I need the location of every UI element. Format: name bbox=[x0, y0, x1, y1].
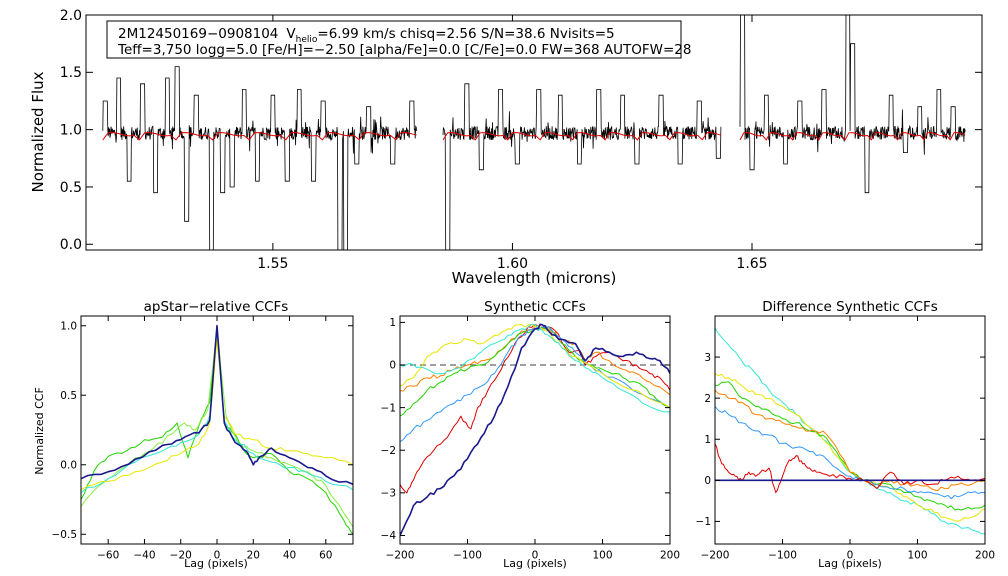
synthetic-ccf-series-yellow bbox=[400, 324, 670, 409]
spectrum-plot-area bbox=[102, 15, 966, 250]
difference-ccf-x-tick-label: −200 bbox=[701, 550, 730, 562]
spectrum-x-tick-label: 1.60 bbox=[497, 256, 528, 272]
spectrum-y-tick-label: 1.0 bbox=[60, 123, 82, 139]
spectrum-panel: 1.55 1.60 1.65 0.0 0.5 1.0 1.5 2.0 2M12450169−0… bbox=[29, 8, 983, 287]
difference-ccf-y-tick-label: −1 bbox=[696, 516, 711, 528]
difference-ccf-y-tick-label: 0 bbox=[704, 475, 711, 487]
spectrum-x-tick-label: 1.65 bbox=[736, 256, 767, 272]
apstar-ccf-x-tick-label: 40 bbox=[283, 550, 296, 562]
annotation-v-values: =6.99 km/s chisq=2.56 S/N=38.6 Nvisits=5 bbox=[317, 26, 614, 42]
spectrum-model-segment-3 bbox=[739, 131, 966, 141]
difference-ccf-plot-area bbox=[715, 328, 985, 535]
spectrum-y-tick-label: 1.5 bbox=[60, 65, 82, 81]
spectrum-axes-frame bbox=[85, 14, 983, 251]
synthetic-ccf-y-tick-label: 0 bbox=[389, 360, 396, 372]
synthetic-ccf-ticks: −200 −100 0 100 200 −4 −3 −2 −1 0 1 bbox=[381, 316, 680, 562]
annotation-box bbox=[106, 20, 682, 59]
synthetic-ccf-plot-area bbox=[400, 323, 670, 536]
synthetic-ccf-series-cyan bbox=[400, 323, 670, 413]
difference-ccf-x-tick-label: −100 bbox=[768, 550, 797, 562]
synthetic-ccf-panel: Synthetic CCFs −200 −100 0 100 200 −4 −3 −2 −1 0 1… bbox=[381, 299, 681, 570]
spectrum-y-tick-label: 2.0 bbox=[60, 8, 82, 24]
apstar-ccf-x-tick-label: 60 bbox=[319, 550, 332, 562]
apstar-ccf-title: apStar−relative CCFs bbox=[144, 299, 289, 315]
spectrum-flux-segment-2 bbox=[442, 83, 722, 250]
annotation-v-subscript: helio bbox=[296, 35, 318, 45]
spectrum-x-tick-label: 1.55 bbox=[257, 256, 288, 272]
synthetic-ccf-x-tick-label: 100 bbox=[592, 550, 612, 562]
synthetic-ccf-x-tick-label: 0 bbox=[532, 550, 539, 562]
synthetic-ccf-title: Synthetic CCFs bbox=[484, 299, 586, 315]
apstar-ccf-y-tick-label: 0.0 bbox=[60, 459, 77, 471]
difference-ccf-y-tick-label: 2 bbox=[704, 393, 711, 405]
synthetic-ccf-y-tick-label: 1 bbox=[389, 317, 396, 329]
synthetic-ccf-x-tick-label: 200 bbox=[660, 550, 680, 562]
difference-ccf-series-blue bbox=[715, 406, 985, 500]
spectrum-model-segment-2 bbox=[442, 131, 722, 141]
spectrum-y-axis-label: Normalized Flux bbox=[29, 71, 47, 192]
difference-ccf-ticks: −200 −100 0 100 200 −1 0 1 2 3 bbox=[696, 316, 995, 562]
apstar-ccf-panel: apStar−relative CCFs −60 −40 −20 0 20 40 60 −0.… bbox=[33, 299, 354, 570]
apstar-ccf-x-axis-label: Lag (pixels) bbox=[184, 557, 248, 570]
spectrum-x-axis-label: Wavelength (microns) bbox=[452, 269, 617, 287]
difference-ccf-x-tick-label: 100 bbox=[907, 550, 927, 562]
annotation-line-2: Teff=3,750 logg=5.0 [Fe/H]=−2.50 [alpha/… bbox=[117, 42, 691, 58]
difference-ccf-y-tick-label: 3 bbox=[704, 352, 711, 364]
apstar-ccf-x-tick-label: −20 bbox=[170, 550, 192, 562]
apstar-ccf-x-tick-label: 0 bbox=[214, 550, 221, 562]
apstar-ccf-y-tick-label: 0.5 bbox=[60, 390, 77, 402]
apstar-ccf-y-axis-label: Normalized CCF bbox=[33, 387, 46, 475]
difference-ccf-x-tick-label: 0 bbox=[847, 550, 854, 562]
apstar-ccf-y-tick-label: 1.0 bbox=[60, 320, 77, 332]
apstar-ccf-ticks: −60 −40 −20 0 20 40 60 −0.5 0.0 0.5 1.0 bbox=[52, 316, 353, 562]
annotation-line-1: 2M12450169−0908104 Vhelio=6.99 km/s chisq… bbox=[118, 26, 615, 45]
apstar-ccf-x-tick-label: −60 bbox=[97, 550, 119, 562]
spectrum-flux-segment-1 bbox=[102, 66, 417, 250]
spectrum-ticks: 1.55 1.60 1.65 0.0 0.5 1.0 1.5 2.0 bbox=[60, 8, 982, 272]
difference-ccf-series-orange bbox=[715, 389, 985, 492]
difference-ccf-x-tick-label: 200 bbox=[975, 550, 995, 562]
annotation-star-id: 2M12450169−0908104 bbox=[118, 26, 278, 42]
synthetic-ccf-y-tick-label: −4 bbox=[381, 530, 397, 542]
synthetic-ccf-x-tick-label: −200 bbox=[386, 550, 415, 562]
synthetic-ccf-y-tick-label: −1 bbox=[381, 402, 396, 414]
apstar-ccf-y-tick-label: −0.5 bbox=[52, 529, 78, 541]
difference-ccf-series-red bbox=[715, 443, 985, 494]
spectrum-model-segment-1 bbox=[102, 131, 417, 141]
apstar-ccf-plot-area bbox=[81, 324, 353, 535]
apstar-ccf-series-navy bbox=[81, 324, 353, 485]
spectrum-y-tick-label: 0.5 bbox=[60, 180, 82, 196]
spectrum-y-tick-label: 0.0 bbox=[60, 237, 82, 253]
difference-ccf-title: Difference Synthetic CCFs bbox=[762, 299, 938, 315]
synthetic-ccf-y-tick-label: −3 bbox=[381, 488, 396, 500]
difference-ccf-x-axis-label: Lag (pixels) bbox=[818, 557, 882, 570]
synthetic-ccf-y-tick-label: −2 bbox=[381, 445, 396, 457]
synthetic-ccf-series-navy bbox=[400, 323, 670, 536]
difference-ccf-panel: Difference Synthetic CCFs −200 −100 0 100 20… bbox=[696, 299, 996, 570]
difference-ccf-y-tick-label: 1 bbox=[704, 434, 711, 446]
apstar-ccf-x-tick-label: 20 bbox=[247, 550, 260, 562]
annotation-v-symbol: V bbox=[286, 26, 296, 42]
synthetic-ccf-x-tick-label: −100 bbox=[453, 550, 482, 562]
apstar-ccf-x-tick-label: −40 bbox=[133, 550, 155, 562]
synthetic-ccf-x-axis-label: Lag (pixels) bbox=[503, 557, 567, 570]
spectrum-annotation: 2M12450169−0908104 Vhelio=6.99 km/s chisq… bbox=[106, 20, 691, 59]
